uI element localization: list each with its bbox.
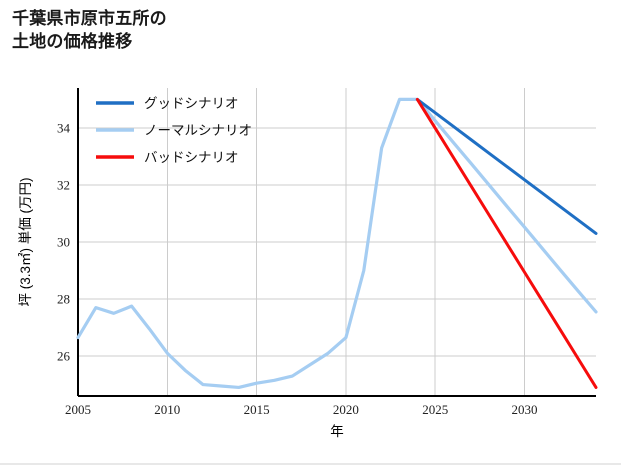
legend-label: バッドシナリオ bbox=[144, 150, 239, 165]
y-axis-title: 坪 (3.3㎡) 単価 (万円) bbox=[18, 177, 33, 306]
y-tick-label: 30 bbox=[57, 235, 70, 250]
axis-titles: 年 坪 (3.3㎡) 単価 (万円) bbox=[18, 177, 344, 439]
gridlines-group bbox=[77, 88, 596, 396]
legend-label: グッドシナリオ bbox=[144, 96, 239, 111]
legend-label: ノーマルシナリオ bbox=[144, 123, 252, 138]
y-tick-labels: 26 28 30 32 34 bbox=[57, 120, 71, 363]
y-tick-label: 26 bbox=[57, 349, 71, 364]
series-line-good bbox=[415, 97, 598, 235]
y-tick-label: 34 bbox=[57, 120, 71, 135]
series-line-bad bbox=[415, 97, 598, 389]
x-tick-label: 2010 bbox=[154, 402, 180, 417]
x-tick-label: 2015 bbox=[244, 402, 270, 417]
x-tick-label: 2005 bbox=[65, 402, 91, 417]
axis-lines-group bbox=[76, 88, 596, 398]
x-axis-title: 年 bbox=[330, 424, 344, 439]
x-tick-label: 2020 bbox=[333, 402, 359, 417]
series-line-normal bbox=[76, 97, 598, 390]
x-tick-label: 2025 bbox=[422, 402, 448, 417]
y-tick-label: 28 bbox=[57, 292, 70, 307]
y-tick-label: 32 bbox=[57, 177, 70, 192]
x-tick-label: 2030 bbox=[512, 402, 538, 417]
bottom-divider bbox=[0, 463, 621, 465]
chart-title: 千葉県市原市五所の 土地の価格推移 bbox=[12, 9, 167, 51]
x-tick-labels: 2005 2010 2015 2020 2025 2030 bbox=[65, 402, 538, 417]
series-group bbox=[76, 97, 598, 390]
